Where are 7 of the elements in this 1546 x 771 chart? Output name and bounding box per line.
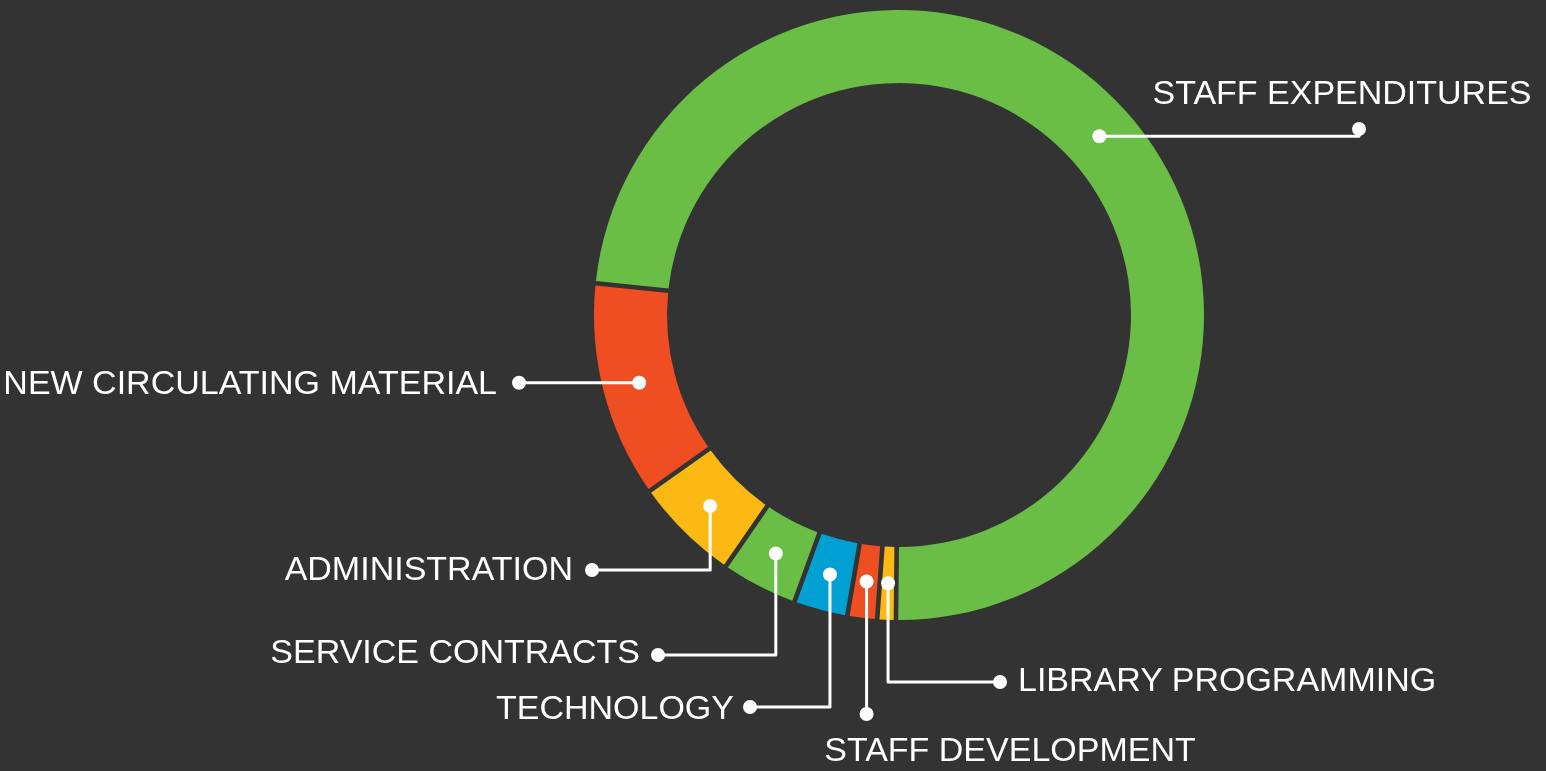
slice-label: STAFF DEVELOPMENT bbox=[824, 729, 1196, 768]
slice-label: ADMINISTRATION bbox=[284, 548, 573, 587]
slice-label: STAFF EXPENDITURES bbox=[1152, 72, 1532, 111]
slice-label: SERVICE CONTRACTS bbox=[270, 631, 640, 670]
slice-label: NEW CIRCULATING MATERIAL bbox=[3, 362, 497, 401]
slice-label: LIBRARY PROGRAMMING bbox=[1018, 659, 1437, 698]
slice-label: TECHNOLOGY bbox=[495, 687, 734, 726]
